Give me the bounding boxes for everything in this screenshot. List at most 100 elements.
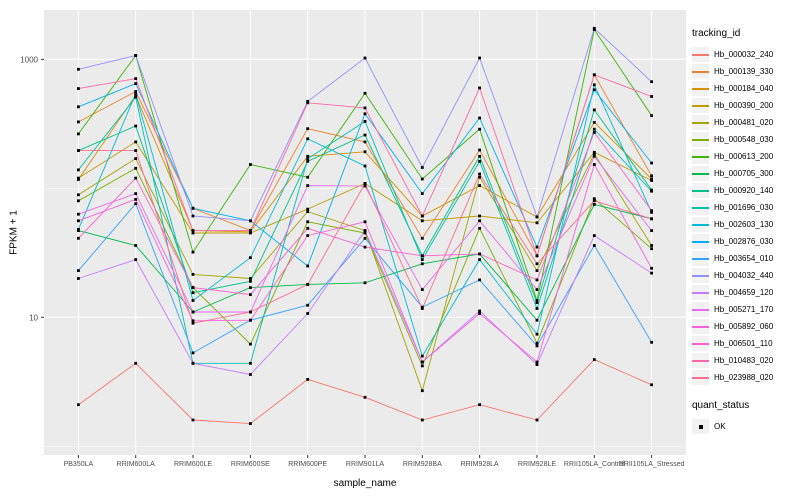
legend-label: Hb_004032_440 <box>714 271 774 280</box>
data-point <box>592 197 596 201</box>
data-point <box>420 418 424 422</box>
data-point <box>592 163 596 166</box>
legend-label: Hb_010483_020 <box>714 356 774 365</box>
data-point <box>535 307 539 310</box>
y-tick-label: 1000 <box>20 55 38 64</box>
data-point <box>134 202 138 206</box>
legend-item-Hb_000184_040: Hb_000184_040 <box>692 80 798 97</box>
legend-item-Hb_003654_010: Hb_003654_010 <box>692 250 798 267</box>
data-point <box>191 310 195 314</box>
legend-label: Hb_000139_330 <box>714 67 774 76</box>
data-point <box>191 206 195 210</box>
data-point <box>306 234 310 237</box>
data-point <box>77 228 80 231</box>
data-point <box>592 203 596 206</box>
data-point <box>363 120 367 123</box>
data-point <box>77 168 80 172</box>
data-point <box>650 229 653 232</box>
legend-label: Hb_002603_130 <box>714 220 774 229</box>
data-point <box>134 192 138 195</box>
data-point <box>77 212 80 216</box>
data-point <box>191 273 195 276</box>
data-point <box>134 92 138 96</box>
data-point <box>478 56 481 60</box>
legend-label: OK <box>714 422 726 431</box>
data-point <box>535 360 539 364</box>
data-point <box>535 245 539 249</box>
legend-label: Hb_000032_240 <box>714 50 774 59</box>
data-point <box>592 108 596 112</box>
legend-key-line <box>692 81 709 96</box>
data-point <box>191 361 195 365</box>
legend-item-Hb_001696_030: Hb_001696_030 <box>692 199 798 216</box>
x-tick-label: PB350LA <box>64 461 94 468</box>
data-point <box>650 211 653 214</box>
legend-key-line <box>692 183 709 198</box>
data-point <box>249 318 252 322</box>
x-tick-label: RRIM928BA <box>403 461 442 468</box>
legend-key-line <box>692 217 709 232</box>
data-point <box>306 283 310 286</box>
data-point <box>535 344 539 348</box>
data-point <box>478 148 481 152</box>
data-point <box>420 219 424 223</box>
data-point <box>363 182 367 185</box>
data-point <box>535 299 539 302</box>
legend-quant-items: OK <box>692 418 798 435</box>
data-point <box>134 82 138 85</box>
x-tick-label: RRIM600LE <box>174 461 212 468</box>
legend-quant-status: quant_status OK <box>692 400 798 435</box>
data-point <box>249 219 252 223</box>
data-point <box>191 214 195 218</box>
data-point <box>592 358 596 361</box>
data-point <box>77 193 80 197</box>
data-point <box>420 192 424 195</box>
data-point <box>650 383 653 387</box>
legend: tracking_id Hb_000032_240 Hb_000139_330 Hb… <box>692 28 798 435</box>
data-point <box>592 73 596 77</box>
data-point <box>478 86 481 90</box>
legend-item-Hb_000032_240: Hb_000032_240 <box>692 46 798 63</box>
data-point <box>363 245 367 249</box>
data-point <box>134 244 138 247</box>
data-point <box>77 105 80 109</box>
data-point <box>535 262 539 266</box>
data-point <box>650 244 653 247</box>
data-point <box>420 354 424 358</box>
legend-label: Hb_004659_120 <box>714 288 774 297</box>
data-point <box>191 291 195 295</box>
legend-item-Hb_000548_030: Hb_000548_030 <box>692 131 798 148</box>
data-point <box>535 269 539 272</box>
legend-key-line <box>692 268 709 283</box>
data-point <box>650 174 653 178</box>
data-point <box>191 231 195 235</box>
data-point <box>478 258 481 261</box>
data-point <box>249 361 252 365</box>
data-point <box>478 309 481 313</box>
data-point <box>535 418 539 422</box>
data-point <box>249 293 252 296</box>
data-point <box>592 244 596 247</box>
legend-label: Hb_023988_020 <box>714 373 774 382</box>
legend-item-Hb_004032_440: Hb_004032_440 <box>692 267 798 284</box>
data-point <box>420 364 424 368</box>
legend-item-quant-OK: OK <box>692 418 798 435</box>
data-point <box>592 150 596 154</box>
x-tick-label: RRII105LA_Stressed <box>619 461 685 468</box>
legend-label: Hb_002876_030 <box>714 237 774 246</box>
data-point <box>650 114 653 117</box>
legend-item-Hb_000613_200: Hb_000613_200 <box>692 148 798 165</box>
data-point <box>420 288 424 291</box>
legend-key-line <box>692 353 709 368</box>
data-point <box>363 184 367 188</box>
legend-key-line <box>692 115 709 130</box>
data-point <box>592 88 596 92</box>
data-point <box>363 133 367 137</box>
data-point <box>249 342 252 346</box>
data-point <box>191 286 195 289</box>
data-point <box>478 172 481 176</box>
data-point <box>592 152 596 156</box>
legend-key-point <box>692 419 709 434</box>
data-point <box>420 166 424 169</box>
